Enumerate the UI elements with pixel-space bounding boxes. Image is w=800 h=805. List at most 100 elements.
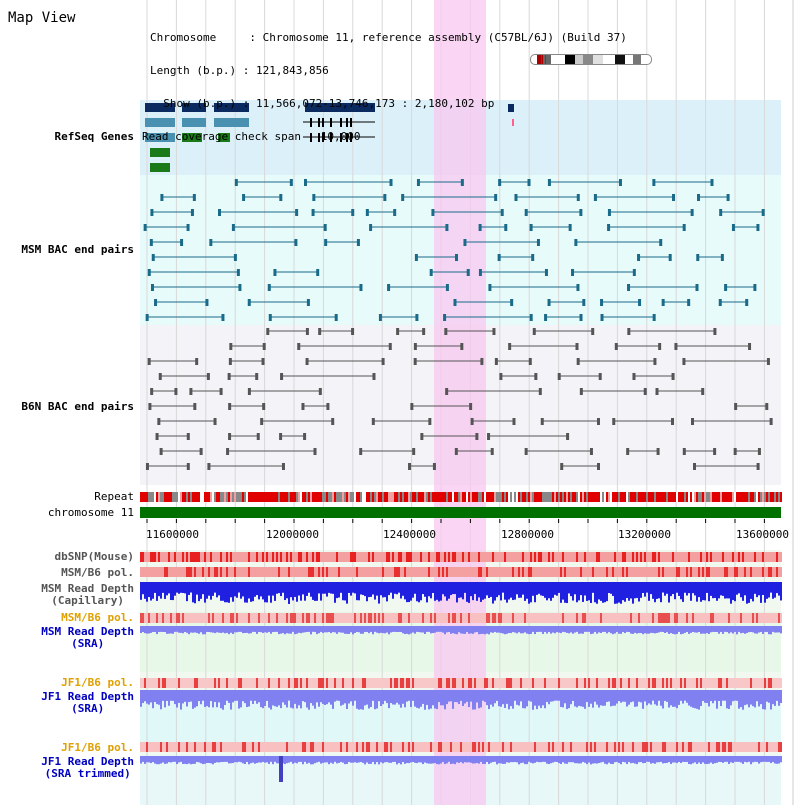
repeat-segment: [630, 492, 632, 502]
depth-bar: [288, 626, 290, 634]
repeat-segment: [490, 492, 492, 502]
depth-bar: [284, 756, 286, 765]
heat-cell: [592, 613, 594, 623]
depth-bar: [574, 626, 576, 633]
heat-cell: [382, 678, 384, 688]
heat-cell: [316, 678, 318, 688]
jf1-b6-pol-label[interactable]: JF1/B6 pol.: [61, 676, 134, 689]
heat-cell: [542, 742, 544, 752]
depth-bar: [550, 690, 552, 702]
depth-bar: [644, 626, 646, 634]
depth-bar: [718, 690, 720, 701]
heat-cell: [316, 567, 318, 577]
depth-bar: [544, 756, 546, 762]
heat-cell: [172, 552, 174, 562]
jf1-depth-trimmed-label[interactable]: JF1 Read Depth (SRA trimmed): [41, 756, 134, 780]
chromosome-ideogram[interactable]: [530, 54, 652, 65]
b6n-bac-label[interactable]: B6N BAC end pairs: [21, 400, 134, 413]
bac-end: [453, 299, 457, 306]
depth-bar: [724, 582, 726, 599]
depth-bar: [778, 582, 780, 596]
heat-cell: [764, 567, 766, 577]
msm-depth-capillary-label[interactable]: MSM Read Depth (Capillary): [41, 583, 134, 607]
depth-bar: [482, 690, 484, 701]
msm-depth-sra-label[interactable]: MSM Read Depth (SRA): [41, 626, 134, 650]
heat-cell: [140, 552, 142, 562]
heat-cell: [300, 567, 302, 577]
heat-cell: [400, 552, 402, 562]
heat-cell: [614, 742, 616, 752]
heat-cell: [384, 613, 386, 623]
depth-bar: [236, 756, 238, 763]
heat-cell: [512, 567, 514, 577]
depth-bar: [560, 690, 562, 707]
dbsnp-label[interactable]: dbSNP(Mouse): [54, 550, 134, 563]
depth-bar: [480, 626, 482, 634]
repeat-segment: [608, 492, 610, 502]
heat-cell: [710, 567, 712, 577]
heat-cell: [598, 552, 600, 562]
bac-end: [429, 269, 433, 276]
heat-cell: [396, 742, 398, 752]
heat-cell: [704, 678, 706, 688]
depth-bar: [276, 690, 278, 707]
heat-cell: [648, 552, 650, 562]
heat-cell: [544, 613, 546, 623]
depth-bar: [152, 756, 154, 763]
heat-cell: [696, 613, 698, 623]
heat-cell: [750, 613, 752, 623]
depth-bar: [242, 756, 244, 764]
depth-bar: [534, 582, 536, 603]
depth-bar: [260, 626, 262, 633]
heat-cell: [290, 742, 292, 752]
heat-cell: [296, 742, 298, 752]
depth-bar: [254, 626, 256, 632]
depth-bar: [328, 756, 330, 765]
length-line: Length (b.p.) : 121,843,856: [150, 64, 329, 77]
bac-end: [158, 373, 162, 380]
jf1-b6-pol-2-label[interactable]: JF1/B6 pol.: [61, 741, 134, 754]
depth-bar: [172, 582, 174, 601]
repeat-segment: [372, 492, 374, 502]
depth-bar: [646, 690, 648, 706]
depth-bar: [584, 690, 586, 709]
depth-bar: [284, 626, 286, 635]
bac-end: [247, 299, 251, 306]
depth-bar: [466, 690, 468, 702]
depth-bar: [338, 626, 340, 633]
depth-bar: [664, 756, 666, 764]
heat-cell: [426, 678, 428, 688]
msm-b6-pol-2-label[interactable]: MSM/B6 pol.: [61, 611, 134, 624]
heat-cell: [738, 613, 740, 623]
heat-cell: [228, 613, 230, 623]
msm-bac-label[interactable]: MSM BAC end pairs: [21, 243, 134, 256]
bac-end: [697, 194, 701, 201]
heat-cell: [718, 678, 720, 688]
heat-cell: [618, 552, 620, 562]
heat-cell: [272, 613, 274, 623]
heat-cell: [776, 742, 778, 752]
heat-cell: [270, 613, 272, 623]
heat-cell: [596, 742, 598, 752]
heat-cell: [202, 678, 204, 688]
heat-cell: [688, 742, 690, 752]
heat-cell: [586, 613, 588, 623]
depth-bar: [770, 626, 772, 635]
heat-cell: [760, 742, 762, 752]
heat-cell: [752, 567, 754, 577]
heat-cell: [522, 552, 524, 562]
repeat-segment: [684, 492, 686, 502]
depth-bar: [162, 626, 164, 632]
msm-b6-pol-label[interactable]: MSM/B6 pol.: [61, 566, 134, 579]
jf1-depth-sra-label[interactable]: JF1 Read Depth (SRA): [41, 691, 134, 715]
heat-cell: [296, 552, 298, 562]
heat-cell: [340, 742, 342, 752]
depth-bar: [752, 690, 754, 707]
refseq-genes-label[interactable]: RefSeq Genes: [54, 130, 134, 143]
heat-cell: [424, 613, 426, 623]
depth-bar: [656, 582, 658, 599]
repeat-segment: [294, 492, 296, 502]
heat-cell: [152, 613, 154, 623]
repeat-segment: [756, 492, 758, 502]
depth-bar: [274, 756, 276, 762]
